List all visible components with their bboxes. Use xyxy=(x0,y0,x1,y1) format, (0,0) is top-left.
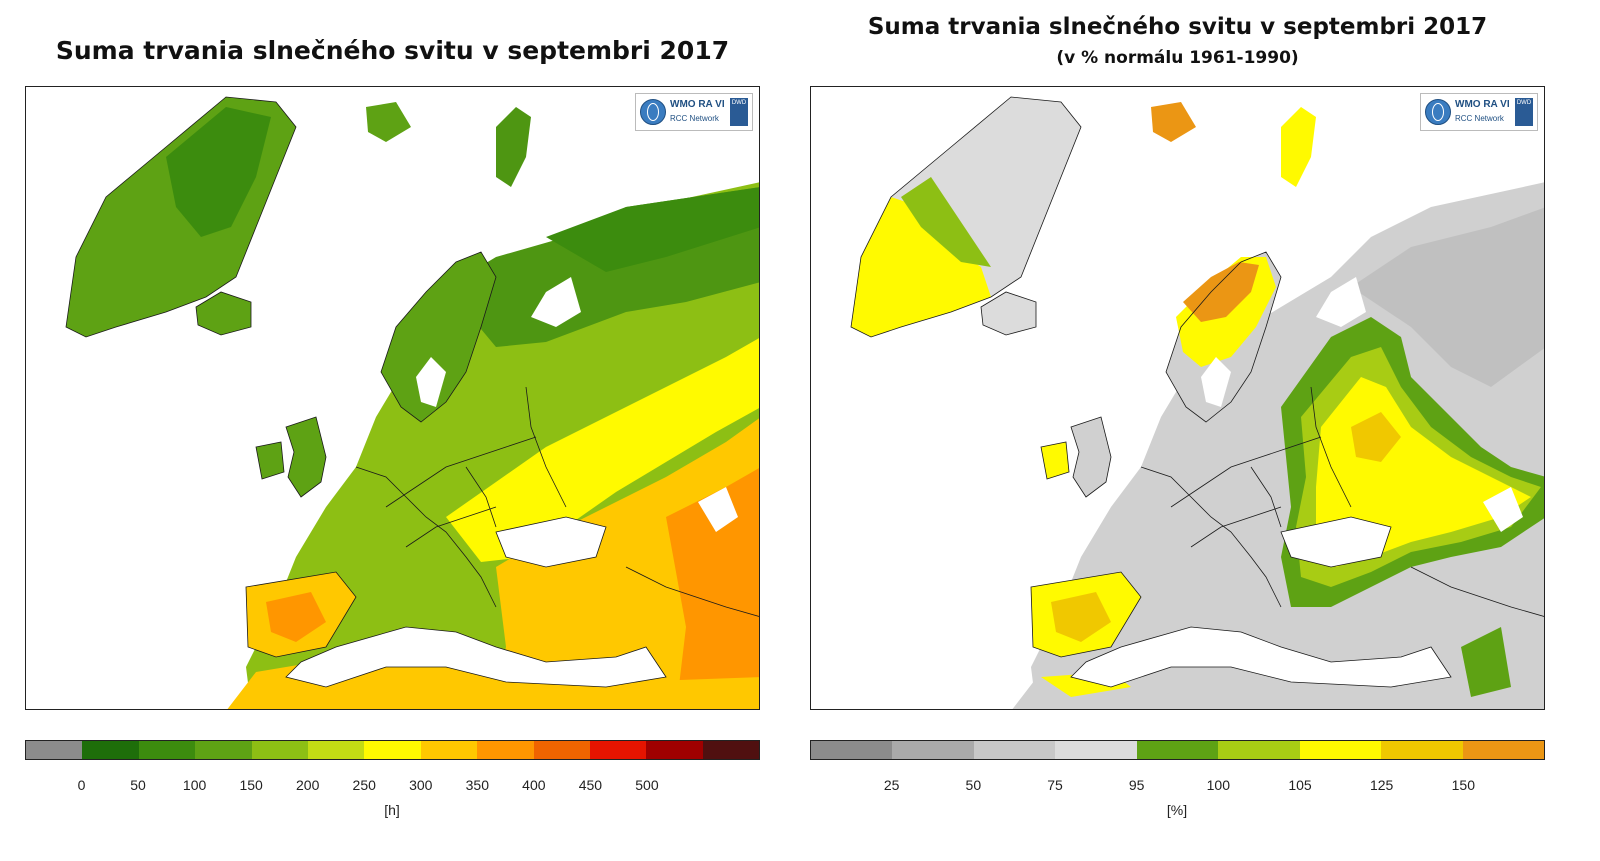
legend-swatch xyxy=(811,741,893,759)
legend-swatch xyxy=(646,741,703,759)
legend-swatch xyxy=(1462,741,1544,759)
legend-tick-label: 95 xyxy=(1128,777,1145,793)
legend-swatch xyxy=(1299,741,1382,759)
wmo-rcc-badge: WMO RA VI RCC Network DWD xyxy=(1420,93,1538,131)
legend-tick-label: 250 xyxy=(352,777,376,793)
dwd-logo: DWD xyxy=(730,98,748,126)
legend-tick-label: 500 xyxy=(635,777,659,793)
sunshine-hours-map: WMO RA VI RCC Network DWD xyxy=(25,86,760,710)
wmo-globe-icon xyxy=(640,99,666,125)
legend-tick-label: 125 xyxy=(1369,777,1394,793)
legend-swatch xyxy=(138,741,196,759)
legend-swatch xyxy=(477,741,534,759)
legend-swatch xyxy=(589,741,647,759)
percent-color-legend xyxy=(810,740,1545,760)
legend-swatch xyxy=(251,741,308,759)
legend-tick-label: 50 xyxy=(130,777,146,793)
legend-tick-label: 75 xyxy=(1047,777,1063,793)
wmo-globe-icon xyxy=(1425,99,1451,125)
legend-swatch xyxy=(364,741,421,759)
legend-tick-label: 300 xyxy=(409,777,433,793)
legend-tick-label: 200 xyxy=(296,777,320,793)
legend-swatch xyxy=(307,741,365,759)
badge-org: WMO RA VI xyxy=(670,99,725,110)
wmo-rcc-badge: WMO RA VI RCC Network DWD xyxy=(635,93,753,131)
legend-swatch xyxy=(420,741,478,759)
hours-color-legend xyxy=(25,740,760,760)
legend-swatch xyxy=(1055,741,1137,759)
legend-swatch xyxy=(892,741,974,759)
legend-tick-label: 100 xyxy=(182,777,207,793)
legend-tick-label: 400 xyxy=(522,777,546,793)
left-map-title: Suma trvania slnečného svitu v septembri… xyxy=(55,36,730,65)
hours-legend-unit: [h] xyxy=(384,802,400,818)
right-map-subtitle: (v % normálu 1961-1990) xyxy=(1056,48,1299,68)
legend-tick-label: 350 xyxy=(465,777,489,793)
legend-tick-label: 25 xyxy=(883,777,900,793)
badge-org: WMO RA VI xyxy=(1455,99,1510,110)
badge-network: RCC Network xyxy=(1455,114,1504,123)
legend-swatch xyxy=(82,741,139,759)
legend-tick-label: 100 xyxy=(1206,777,1231,793)
legend-swatch xyxy=(1381,741,1463,759)
right-map-title: Suma trvania slnečného svitu v septembri… xyxy=(867,14,1488,40)
legend-tick-label: 105 xyxy=(1288,777,1312,793)
badge-network: RCC Network xyxy=(670,114,719,123)
legend-swatch xyxy=(26,741,83,759)
legend-tick-label: 150 xyxy=(239,777,263,793)
legend-tick-label: 450 xyxy=(578,777,603,793)
legend-swatch xyxy=(533,741,590,759)
legend-tick-label: 0 xyxy=(77,777,86,793)
legend-tick-label: 150 xyxy=(1451,777,1476,793)
legend-swatch xyxy=(195,741,252,759)
legend-tick-label: 50 xyxy=(965,777,982,793)
legend-swatch xyxy=(973,741,1056,759)
percent-legend-unit: [%] xyxy=(1166,802,1188,818)
dwd-logo: DWD xyxy=(1515,98,1533,126)
sunshine-percent-map: WMO RA VI RCC Network DWD xyxy=(810,86,1545,710)
legend-swatch xyxy=(702,741,760,759)
legend-swatch xyxy=(1136,741,1219,759)
legend-swatch xyxy=(1218,741,1300,759)
